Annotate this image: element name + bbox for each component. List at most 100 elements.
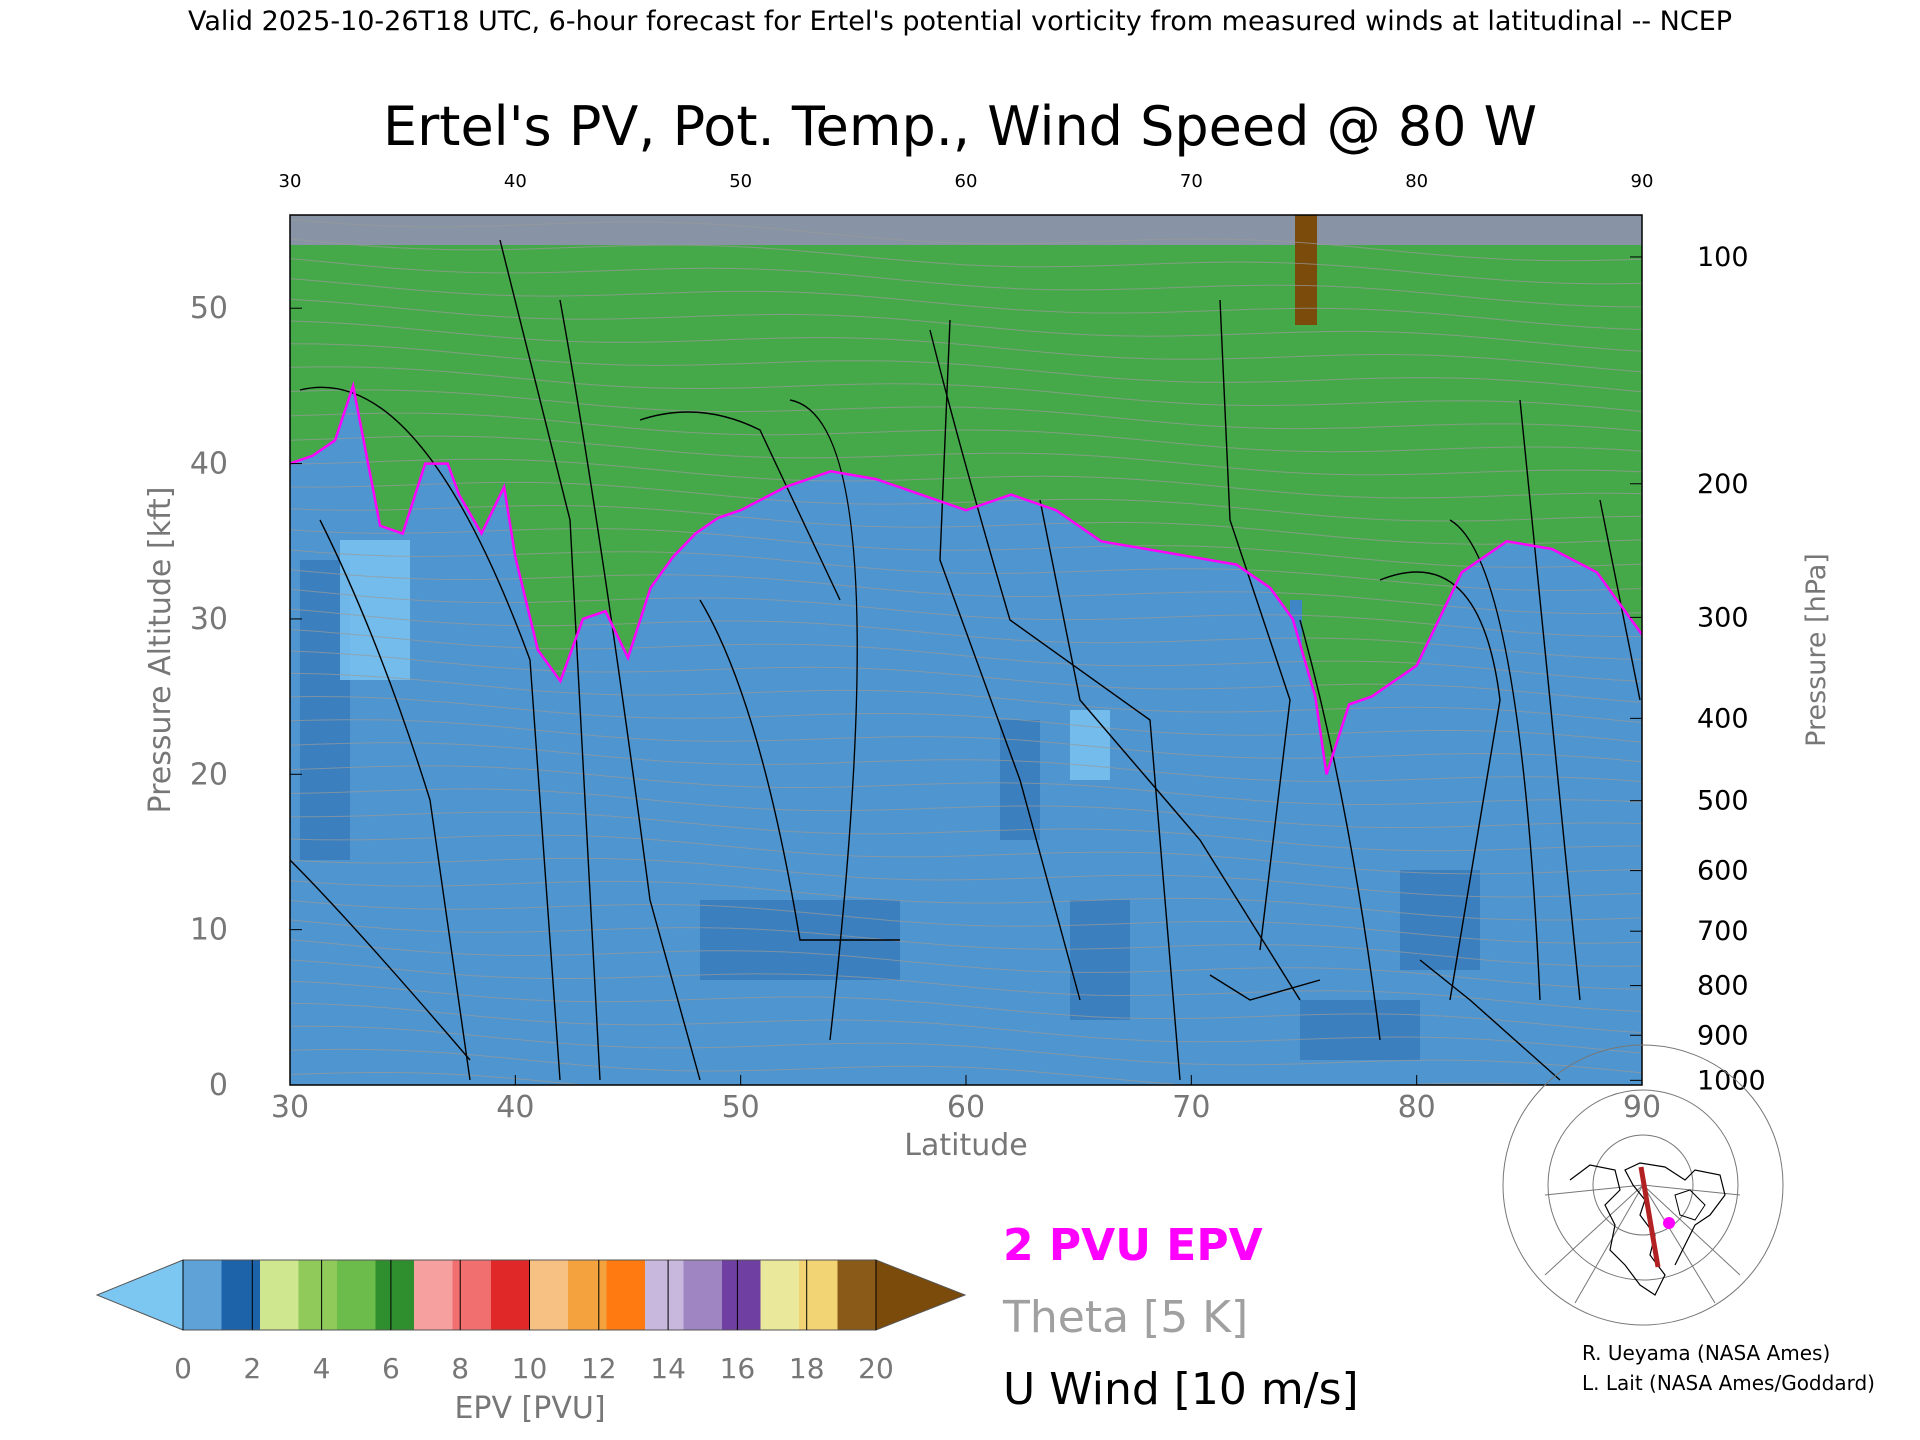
colorbar-tick-label: 8 [451,1352,469,1385]
colorbar-swatch [568,1260,608,1330]
chart-title: Ertel's PV, Pot. Temp., Wind Speed @ 80 … [383,95,1537,158]
y-tick-label: 50 [190,291,228,326]
colorbar-tick-label: 6 [382,1352,400,1385]
theta-contour [290,695,1642,743]
wind-contour [1449,519,1541,1001]
colorbar-swatch [414,1260,454,1330]
theta-contour [290,435,1642,476]
wind-contours [290,239,1641,1081]
x-tick-label: 90 [1623,1090,1661,1125]
wind-contour [559,299,701,1081]
x-axis-bottom: 30 40 50 60 70 80 90 [271,1075,1661,1125]
x-top-tick-label: 50 [729,171,752,192]
y-tick-label: 0 [209,1068,228,1103]
theta-contour [290,880,1642,921]
tropopause-2pvu-line [290,380,1642,775]
theta-contour [290,857,1642,898]
colorbar-swatch [529,1260,569,1330]
x-top-tick-label: 90 [1631,171,1654,192]
theta-contour [290,672,1642,723]
credit-2: L. Lait (NASA Ames/Goddard) [1582,1371,1875,1395]
colorbar-tick-label: 2 [243,1352,261,1385]
x-top-tick-label: 80 [1405,171,1428,192]
wind-contour [319,519,471,1081]
wind-contour [299,386,561,1081]
wind-contour [639,411,841,601]
theta-contour [290,528,1642,568]
wind-contour [1209,974,1321,1001]
pv-band-top [290,215,1642,245]
wind-contour [1419,959,1561,1081]
theta-contour [290,458,1642,499]
x-top-tick-label: 70 [1180,171,1203,192]
p-tick-label: 600 [1697,856,1749,887]
theta-contour [290,1025,1642,1074]
colorbar-tick-label: 10 [512,1352,548,1385]
theta-contour [290,980,1642,1034]
troposphere-fill [290,385,1642,1085]
wind-contour [290,859,471,1061]
theta-contour [290,412,1642,453]
legend-uwind: U Wind [10 m/s] [1003,1364,1359,1415]
theta-contour [290,343,1642,393]
colorbar-under-arrow [95,1259,184,1331]
colorbar-swatch [799,1260,839,1330]
theta-contour [290,218,1642,262]
y2-axis-label: Pressure [hPa] [1801,553,1832,747]
colorbar-swatch [221,1260,261,1330]
wind-contour [939,319,1081,1001]
y-tick-label: 40 [190,447,228,482]
theta-contour [290,504,1642,545]
colorbar-swatch [683,1260,723,1330]
colorbar-label: EPV [PVU] [454,1391,605,1426]
colorbar-tick-label: 0 [174,1352,192,1385]
wind-contour [789,399,858,1041]
legend-2pvu: 2 PVU EPV [1003,1220,1263,1271]
wind-contour [1219,299,1291,951]
colorbar-swatch [760,1260,800,1330]
theta-contour [290,366,1642,412]
colorbar-swatch [722,1260,762,1330]
wind-contour [1379,571,1501,1001]
theta-contour [290,1002,1642,1054]
p-tick-label: 100 [1697,242,1749,273]
theta-contour [290,742,1642,783]
p-tick-label: 500 [1697,786,1749,817]
theta-contour [290,298,1642,352]
y-axis-label: Pressure Altitude [kft] [143,487,178,814]
x-top-tick-label: 30 [279,171,302,192]
theta-contour [290,278,1642,331]
theta-contour [290,258,1642,308]
x-tick-label: 30 [271,1090,309,1125]
x-axis-label: Latitude [904,1128,1027,1163]
inset-cross-section-line [1638,1166,1661,1268]
plot-area [290,215,1642,1085]
theta-contour [290,834,1642,875]
wind-contour [499,239,601,1081]
theta-contour [290,765,1642,806]
p-tick-label: 800 [1697,971,1749,1002]
x-tick-label: 60 [947,1090,985,1125]
theta-contour [290,608,1642,660]
low-pv-patch [1070,900,1130,1020]
wind-contour [1599,499,1641,701]
theta-contour [290,588,1642,638]
y-tick-label: 20 [190,757,228,792]
colorbar-tick-label: 16 [720,1352,756,1385]
colorbar-swatch [606,1260,646,1330]
low-pv-patch [1400,870,1480,970]
min-pv-patch [340,540,410,680]
theta-contour [290,481,1642,522]
colorbar-swatch [375,1260,415,1330]
theta-contour [290,650,1642,703]
y-axis-left: 0 10 20 30 40 50 [190,291,302,1103]
wind-contour [1519,399,1581,1001]
colorbar-tick-label: 18 [789,1352,825,1385]
colorbar-swatch [260,1260,300,1330]
y-tick-label: 10 [190,913,228,948]
colorbar-tick-label: 4 [313,1352,331,1385]
p-tick-label: 300 [1697,602,1749,633]
wind-contour [1039,499,1301,1001]
theta-contour [290,719,1642,763]
y-tick-label: 30 [190,602,228,637]
